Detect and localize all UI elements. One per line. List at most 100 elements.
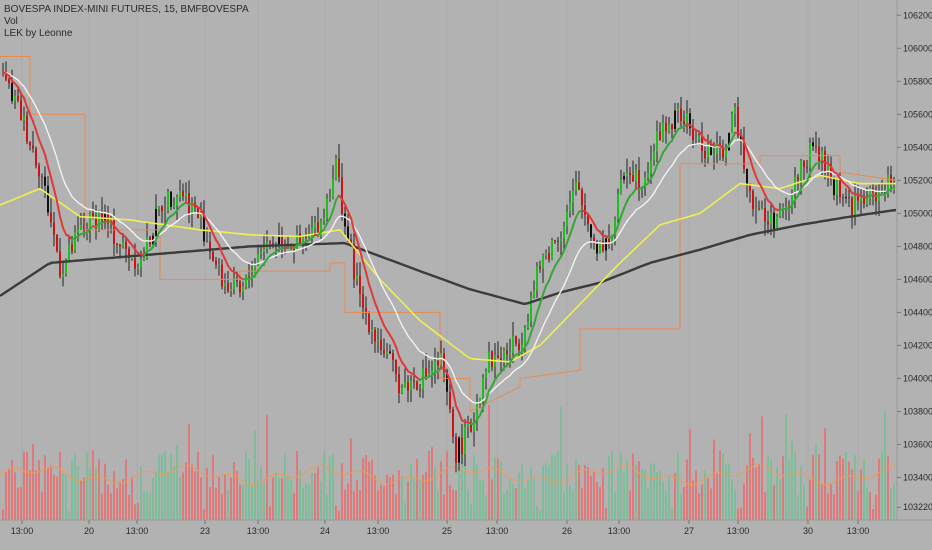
volume-bar: [806, 506, 808, 520]
candle-body: [230, 289, 232, 292]
candle-body: [680, 108, 682, 121]
volume-legend[interactable]: Vol: [4, 16, 18, 27]
candle-body: [614, 219, 616, 235]
candle-body: [50, 212, 52, 223]
candle-body: [404, 382, 406, 388]
price-tick-label: 103400.0: [903, 472, 932, 482]
price-tick-label: 104400.0: [903, 307, 932, 317]
volume-ma-line: [0, 464, 897, 486]
volume-bar: [5, 472, 7, 520]
candle-body: [716, 143, 718, 155]
candle-body: [878, 192, 880, 202]
candle-body: [626, 172, 628, 177]
candle-body: [479, 398, 481, 404]
candle-body: [53, 222, 55, 236]
time-tick-label: 13:00: [247, 526, 270, 536]
volume-bar: [881, 451, 883, 520]
candle-body: [827, 164, 829, 172]
candle-body: [668, 124, 670, 132]
candle-body: [860, 197, 862, 201]
volume-bar: [551, 454, 553, 520]
volume-bar: [422, 474, 424, 520]
volume-bar: [437, 490, 439, 520]
volume-bar: [26, 451, 28, 520]
fast-ema-segment: [755, 175, 760, 184]
candle-body: [779, 210, 781, 217]
price-axis[interactable]: 106200.0 106000.0 105800.0 105600.0 105400.0…: [897, 10, 932, 512]
candle-body: [503, 350, 505, 361]
fast-ema-segment: [209, 225, 214, 235]
fast-ema-segment: [674, 128, 679, 136]
volume-bar: [758, 463, 760, 520]
candle-body: [11, 83, 13, 101]
volume-bar: [368, 461, 370, 520]
fast-ema-segment: [44, 153, 49, 168]
candle-body: [725, 150, 727, 158]
candle-body: [83, 224, 85, 230]
candle-body: [137, 267, 139, 269]
candle-body: [485, 371, 487, 379]
volume-bar: [638, 461, 640, 520]
volume-bar: [263, 482, 265, 520]
volume-bar: [197, 451, 199, 520]
volume-bar: [413, 477, 415, 520]
volume-bar: [509, 477, 511, 520]
volume-bar: [266, 414, 268, 520]
fast-ema-segment: [740, 133, 745, 143]
volume-bar: [167, 472, 169, 520]
candle-body: [134, 258, 136, 269]
volume-bar: [887, 456, 889, 520]
volume-bar: [491, 479, 493, 520]
candle-body: [362, 293, 364, 308]
volume-bar: [716, 473, 718, 520]
fast-ema-segment: [749, 157, 754, 170]
volume-bar: [269, 506, 271, 520]
fast-ema-segment: [53, 188, 58, 203]
candle-body: [203, 214, 205, 242]
candle-body: [287, 244, 289, 249]
volume-bar: [731, 479, 733, 520]
volume-bar: [539, 510, 541, 520]
volume-bar: [656, 472, 658, 520]
volume-bar: [287, 475, 289, 520]
volume-bar: [860, 468, 862, 520]
time-axis[interactable]: 13:00 20 13:00 23 13:00 24 13:00 25 13:00 26 13:00…: [11, 520, 870, 536]
candle-body: [869, 187, 871, 199]
candle-body: [809, 142, 811, 168]
fast-ema-segment: [458, 411, 463, 422]
time-tick-label: 13:00: [11, 526, 34, 536]
fast-ema-segment: [746, 149, 751, 160]
fast-ema-segment: [455, 404, 460, 414]
volume-bar: [254, 430, 256, 520]
volume-bar: [647, 488, 649, 520]
volume-bar: [359, 490, 361, 520]
candle-body: [857, 195, 859, 201]
candle-body: [329, 198, 331, 200]
indicator-legend[interactable]: LEK by Leonne: [4, 28, 73, 39]
candle-body: [380, 340, 382, 350]
volume-bar: [773, 484, 775, 520]
volume-bar: [770, 459, 772, 520]
candle-body: [608, 238, 610, 245]
fast-ema-segment: [770, 202, 775, 210]
candle-body: [593, 237, 595, 243]
candle-body: [536, 266, 538, 291]
candle-body: [104, 214, 106, 221]
candle-body: [833, 179, 835, 195]
volume-bar: [452, 489, 454, 520]
fast-ema-segment: [392, 339, 397, 348]
candle-body: [758, 208, 760, 210]
volume-bar: [866, 488, 868, 520]
candle-body: [710, 144, 712, 156]
candle-body: [638, 170, 640, 189]
volume-bar: [761, 416, 763, 520]
candle-body: [74, 232, 76, 252]
volume-bar: [533, 476, 535, 520]
volume-bar: [632, 453, 634, 520]
volume-bar: [377, 490, 379, 520]
candle-body: [389, 351, 391, 354]
symbol-title[interactable]: BOVESPA INDEX-MINI FUTURES, 15, BMFBOVES…: [4, 4, 249, 15]
volume-bar: [404, 502, 406, 520]
time-tick-label: 23: [200, 526, 210, 536]
